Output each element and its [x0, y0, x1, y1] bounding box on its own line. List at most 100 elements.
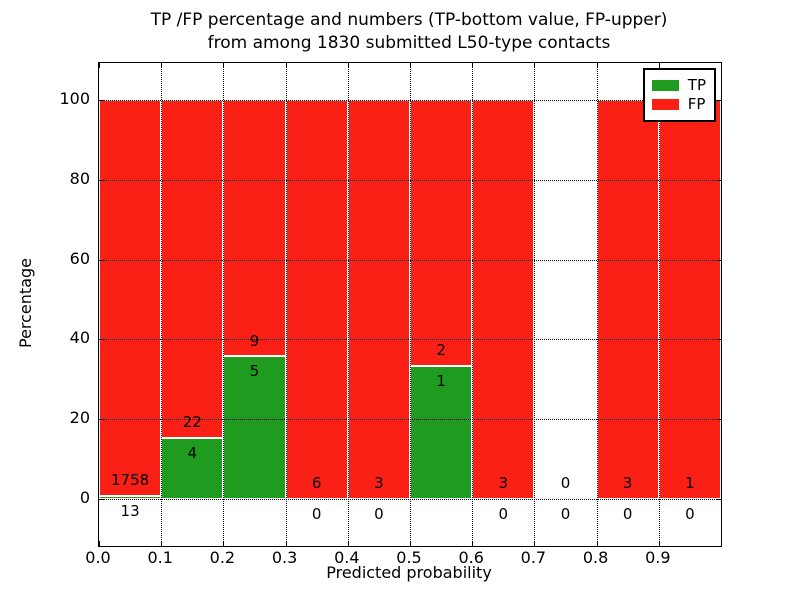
- y-tick-mark: [716, 100, 721, 102]
- y-tick-mark: [716, 259, 721, 261]
- fp-count-label: 1: [685, 473, 695, 492]
- fp-bar-segment: [99, 100, 162, 496]
- y-tick-label: 60: [69, 248, 90, 268]
- fp-count-label: 3: [374, 473, 384, 492]
- chart-title-line2: from among 1830 submitted L50-type conta…: [207, 33, 611, 53]
- x-tick-mark: [596, 63, 598, 68]
- v-gridline: [534, 63, 536, 546]
- tp-bar-segment: [161, 437, 224, 499]
- tp-count-label: 5: [249, 362, 260, 381]
- y-tick-mark: [99, 419, 104, 421]
- x-tick-mark: [472, 63, 474, 68]
- y-tick-mark: [99, 100, 104, 102]
- fp-count-label: 9: [249, 331, 260, 350]
- fp-count-label: 1758: [111, 471, 150, 490]
- tp-bar-segment: [410, 365, 473, 499]
- legend: TP FP: [642, 68, 716, 122]
- fp-legend-swatch: [651, 99, 679, 110]
- legend-label: FP: [687, 95, 706, 113]
- tp-count-label: 0: [685, 504, 695, 523]
- legend-row: FP: [651, 95, 706, 113]
- x-tick-label: 0.7: [520, 548, 547, 567]
- tp-count-label: 0: [622, 504, 633, 523]
- fp-count-label: 22: [182, 412, 202, 431]
- x-tick-label: 0.6: [458, 548, 484, 567]
- y-tick-label: 0: [79, 487, 90, 507]
- ticks-layer: [99, 63, 721, 546]
- v-gridline: [223, 63, 225, 546]
- fp-count-label: 3: [498, 473, 509, 492]
- x-tick-label: 0.9: [645, 548, 671, 567]
- y-tick-mark: [716, 498, 721, 500]
- fp-bar-segment: [285, 100, 348, 499]
- x-tick-mark: [534, 63, 536, 68]
- x-tick-label: 0.2: [209, 548, 236, 567]
- x-tick-mark: [347, 541, 349, 546]
- fp-count-label: 6: [311, 473, 322, 492]
- x-tick-label: 0.8: [582, 548, 609, 567]
- v-gridline: [161, 63, 163, 546]
- v-gridline: [347, 63, 349, 546]
- bar-value-labels-layer: 1758 13 22 4 9 5 6 0 3 0 2 1 3 0 0 0 3 0 1 0: [99, 63, 721, 546]
- x-tick-mark: [658, 541, 660, 546]
- tp-count-label: 4: [187, 443, 198, 462]
- chart-title-line1: TP /FP percentage and numbers (TP-bottom…: [150, 10, 668, 30]
- fp-bar-segment: [347, 100, 410, 499]
- fp-count-label: 3: [622, 473, 633, 492]
- v-gridline: [596, 63, 598, 546]
- y-axis-tick-labels: 0 20 40 60 80 100: [30, 62, 90, 545]
- bars-layer: [99, 63, 721, 546]
- y-tick-label: 20: [69, 408, 90, 428]
- x-tick-mark: [347, 63, 349, 68]
- fp-bar-segment: [410, 100, 473, 366]
- x-tick-label: 0.3: [271, 548, 298, 567]
- x-tick-label: 0.5: [396, 548, 422, 567]
- x-tick-label: 0.0: [85, 548, 111, 567]
- fp-count-label: 0: [560, 473, 571, 492]
- y-tick-mark: [99, 179, 104, 181]
- x-tick-mark: [534, 541, 536, 546]
- x-tick-mark: [161, 541, 163, 546]
- x-tick-mark: [285, 541, 287, 546]
- y-tick-mark: [716, 179, 721, 181]
- x-tick-mark: [99, 63, 100, 68]
- tp-count-label: 13: [120, 502, 140, 520]
- chart-title: TP /FP percentage and numbers (TP-bottom…: [98, 9, 720, 55]
- grid-layer: [99, 63, 721, 546]
- x-tick-mark: [285, 63, 287, 68]
- tp-count-label: 0: [560, 504, 571, 523]
- y-tick-mark: [99, 339, 104, 341]
- x-axis-label: Predicted probability: [326, 563, 492, 582]
- legend-label: TP: [687, 76, 706, 94]
- x-tick-label: 0.1: [147, 548, 173, 567]
- plot-area: 1758 13 22 4 9 5 6 0 3 0 2 1 3 0 0 0 3 0 1 0 TP FP: [98, 62, 722, 547]
- x-tick-mark: [99, 541, 100, 546]
- v-gridline: [658, 63, 660, 546]
- x-tick-mark: [410, 63, 411, 68]
- tp-count-label: 0: [374, 504, 384, 523]
- legend-row: TP: [651, 76, 706, 94]
- x-tick-mark: [161, 63, 163, 68]
- x-tick-mark: [472, 541, 474, 546]
- fp-count-label: 2: [436, 341, 446, 359]
- tp-count-label: 0: [311, 504, 322, 523]
- x-tick-mark: [223, 63, 225, 68]
- y-tick-label: 100: [59, 89, 90, 109]
- tp-count-label: 1: [436, 371, 446, 390]
- x-tick-mark: [223, 541, 225, 546]
- y-tick-label: 40: [69, 328, 90, 348]
- x-tick-mark: [596, 541, 598, 546]
- y-tick-mark: [99, 498, 104, 500]
- fp-bar-segment: [223, 100, 286, 357]
- tp-bar-segment: [99, 496, 162, 499]
- y-tick-mark: [716, 419, 721, 421]
- x-tick-label: 0.4: [334, 548, 360, 567]
- v-gridline: [472, 63, 474, 546]
- y-tick-mark: [716, 339, 721, 341]
- y-axis-label: Percentage: [16, 257, 35, 349]
- x-tick-mark: [658, 63, 660, 68]
- tp-legend-swatch: [651, 80, 679, 91]
- y-tick-mark: [99, 259, 104, 261]
- x-tick-mark: [410, 541, 411, 546]
- x-axis-tick-labels: 0.0 0.1 0.2 0.3 0.4 0.5 0.6 0.7 0.8 0.9: [85, 548, 720, 569]
